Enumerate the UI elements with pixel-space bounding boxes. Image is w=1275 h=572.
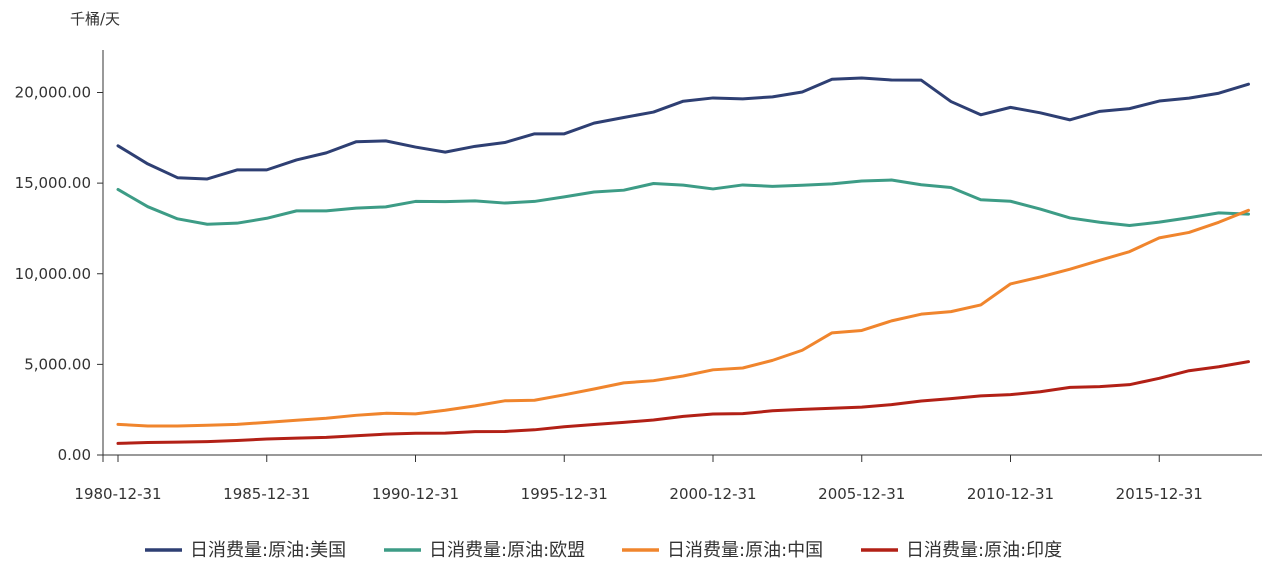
legend-label: 日消费量:原油:中国 bbox=[667, 540, 823, 561]
x-tick-label: 1985-12-31 bbox=[223, 485, 310, 503]
series-lines bbox=[116, 76, 1250, 445]
legend-label: 日消费量:原油:印度 bbox=[906, 540, 1062, 561]
series-line-0 bbox=[116, 76, 1250, 181]
series-line-3 bbox=[116, 360, 1250, 445]
x-tick-label: 2015-12-31 bbox=[1116, 485, 1203, 503]
y-tick-label: 10,000.00 bbox=[15, 265, 91, 283]
series-line-2 bbox=[116, 208, 1250, 428]
x-tick-label: 2005-12-31 bbox=[818, 485, 905, 503]
legend-label: 日消费量:原油:美国 bbox=[190, 540, 346, 561]
y-unit-label: 千桶/天 bbox=[70, 10, 120, 28]
x-tick-label: 2000-12-31 bbox=[669, 485, 756, 503]
series-line-1 bbox=[116, 178, 1250, 228]
x-axis-ticks: 1980-12-31 1985-12-31 1990-12-31 1995-12-31… bbox=[74, 455, 1203, 503]
legend: 日消费量:原油:美国 日消费量:原油:欧盟 日消费量:原油:中国 日消费量:原油:印度 bbox=[145, 540, 1062, 561]
x-tick-label: 2010-12-31 bbox=[967, 485, 1054, 503]
y-axis-ticks: 0.00 5,000.00 10,000.00 15,000.00 20,000.00 bbox=[15, 84, 103, 464]
x-tick-label: 1990-12-31 bbox=[372, 485, 459, 503]
y-tick-label: 5,000.00 bbox=[24, 355, 91, 373]
x-tick-label: 1980-12-31 bbox=[74, 485, 161, 503]
y-tick-label: 20,000.00 bbox=[15, 84, 91, 102]
y-tick-label: 15,000.00 bbox=[15, 174, 91, 192]
y-tick-label: 0.00 bbox=[58, 446, 91, 464]
x-tick-label: 1995-12-31 bbox=[521, 485, 608, 503]
legend-label: 日消费量:原油:欧盟 bbox=[429, 540, 585, 561]
